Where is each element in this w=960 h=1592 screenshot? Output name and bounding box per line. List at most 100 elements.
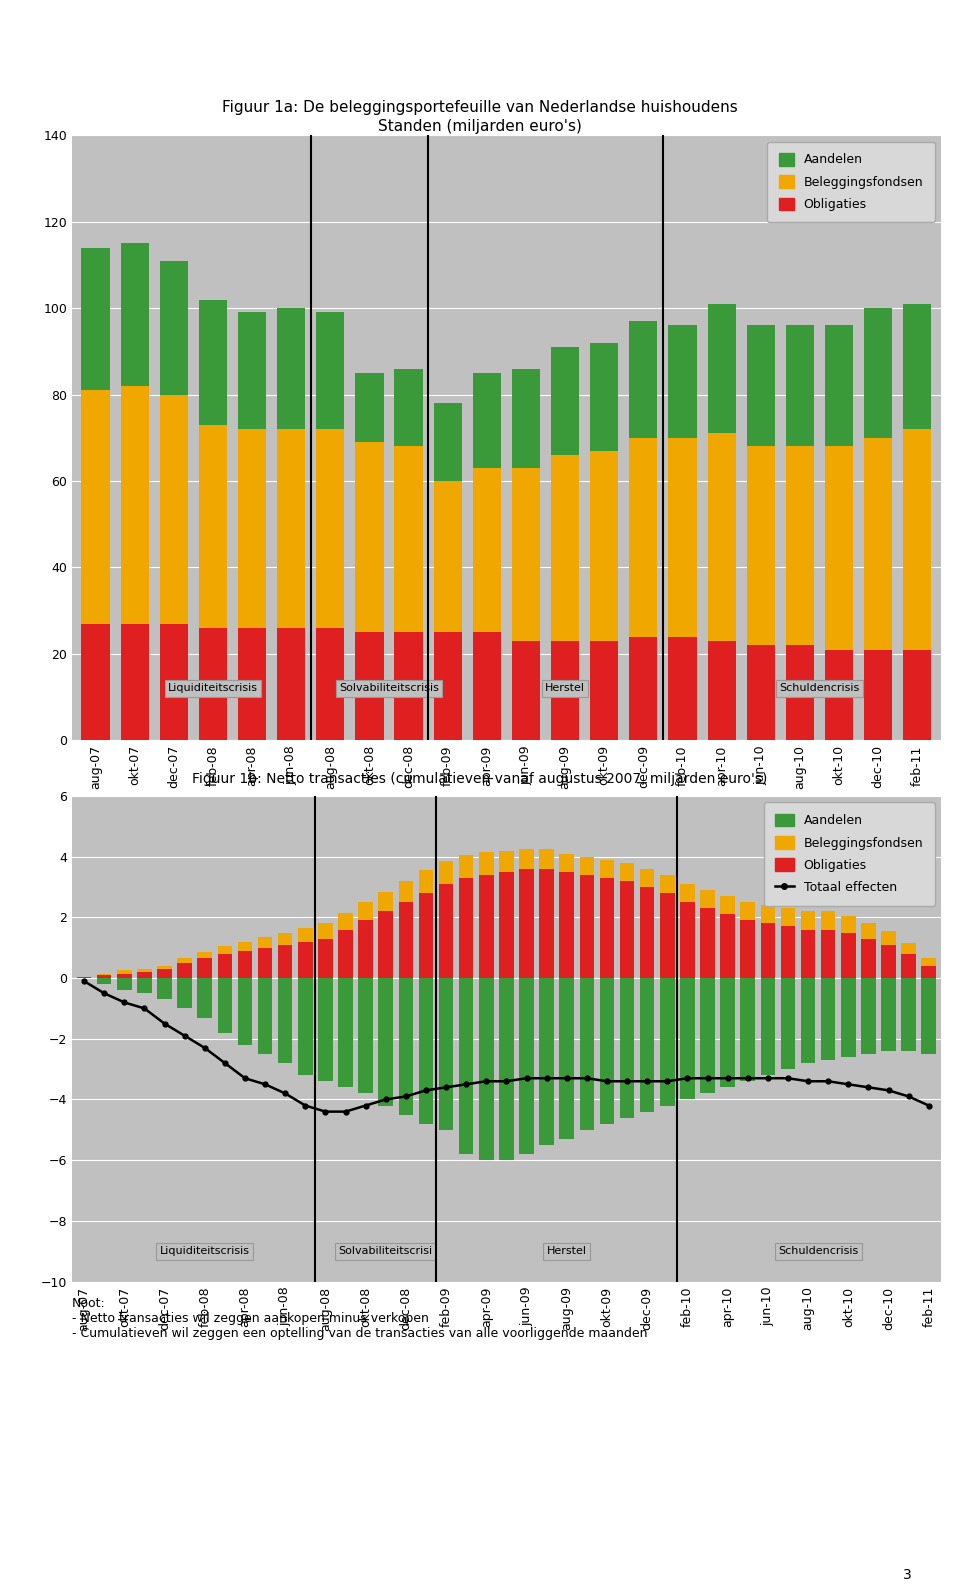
Bar bbox=[821, 930, 835, 977]
Bar bbox=[434, 632, 462, 740]
Bar bbox=[881, 944, 896, 977]
Bar bbox=[137, 973, 152, 977]
Bar bbox=[278, 944, 293, 977]
Bar bbox=[159, 395, 188, 624]
Bar bbox=[551, 347, 579, 455]
Bar bbox=[117, 971, 132, 974]
Bar bbox=[590, 642, 618, 740]
Text: Schuldencrisis: Schuldencrisis bbox=[778, 1247, 858, 1256]
Bar bbox=[499, 850, 514, 872]
Bar bbox=[600, 860, 614, 877]
Bar bbox=[861, 923, 876, 939]
Bar bbox=[378, 911, 393, 977]
Bar bbox=[747, 325, 775, 446]
Bar bbox=[97, 977, 111, 984]
Bar bbox=[922, 966, 936, 977]
Bar bbox=[821, 977, 835, 1060]
Bar bbox=[434, 403, 462, 481]
Bar bbox=[720, 977, 734, 1087]
Bar bbox=[708, 642, 735, 740]
Bar bbox=[499, 872, 514, 977]
Text: Figuur 1a: De beleggingsportefeuille van Nederlandse huishoudens: Figuur 1a: De beleggingsportefeuille van… bbox=[222, 100, 738, 115]
Bar bbox=[740, 977, 755, 1081]
Bar bbox=[841, 933, 855, 977]
Bar bbox=[117, 977, 132, 990]
Bar bbox=[780, 977, 795, 1070]
Bar bbox=[439, 884, 453, 977]
Bar bbox=[903, 304, 931, 430]
Bar bbox=[600, 977, 614, 1124]
Bar bbox=[157, 970, 172, 977]
Text: Herstel: Herstel bbox=[547, 1247, 587, 1256]
Bar bbox=[472, 632, 501, 740]
Bar bbox=[316, 627, 345, 740]
Bar bbox=[864, 650, 892, 740]
Bar bbox=[499, 977, 514, 1161]
Bar bbox=[512, 468, 540, 642]
Bar bbox=[540, 869, 554, 977]
Bar bbox=[316, 430, 345, 627]
Bar bbox=[338, 912, 352, 930]
Bar bbox=[801, 930, 815, 977]
Bar bbox=[590, 342, 618, 451]
Bar bbox=[922, 958, 936, 966]
Bar bbox=[298, 977, 313, 1075]
Bar bbox=[479, 977, 493, 1161]
Bar bbox=[825, 325, 853, 446]
Bar bbox=[786, 446, 814, 645]
Text: Liquiditeitscrisis: Liquiditeitscrisis bbox=[159, 1247, 250, 1256]
Bar bbox=[395, 632, 422, 740]
Bar bbox=[640, 887, 655, 977]
Bar bbox=[560, 872, 574, 977]
Bar bbox=[238, 977, 252, 1044]
Bar bbox=[238, 950, 252, 977]
Bar bbox=[121, 624, 149, 740]
Bar bbox=[825, 446, 853, 650]
Text: Noot:
- Netto transacties wil zeggen aankopen minus verkopen
- Cumulatieven wil : Noot: - Netto transacties wil zeggen aan… bbox=[72, 1297, 647, 1340]
Bar bbox=[861, 939, 876, 977]
Bar bbox=[459, 877, 473, 977]
Bar bbox=[459, 977, 473, 1154]
Bar bbox=[338, 930, 352, 977]
Bar bbox=[540, 849, 554, 869]
Bar bbox=[519, 977, 534, 1154]
Bar bbox=[901, 954, 916, 977]
Bar bbox=[218, 977, 232, 1033]
Bar bbox=[708, 433, 735, 642]
Bar bbox=[700, 977, 715, 1094]
Bar bbox=[881, 931, 896, 944]
Legend: Aandelen, Beleggingsfondsen, Obligaties: Aandelen, Beleggingsfondsen, Obligaties bbox=[767, 142, 934, 223]
Bar bbox=[519, 869, 534, 977]
Bar bbox=[580, 876, 594, 977]
Bar bbox=[864, 438, 892, 650]
Text: Figuur 1b: Netto transacties (cumulatieven vanaf augustus 2007, miljarden euro's: Figuur 1b: Netto transacties (cumulatiev… bbox=[192, 772, 768, 786]
Legend: Aandelen, Beleggingsfondsen, Obligaties, Totaal effecten: Aandelen, Beleggingsfondsen, Obligaties,… bbox=[763, 802, 934, 906]
Bar bbox=[258, 938, 273, 947]
Bar bbox=[258, 947, 273, 977]
Bar bbox=[159, 261, 188, 395]
Bar bbox=[590, 451, 618, 642]
Bar bbox=[316, 312, 345, 430]
Bar bbox=[600, 877, 614, 977]
Bar bbox=[157, 966, 172, 970]
Bar bbox=[620, 977, 635, 1118]
Bar bbox=[560, 977, 574, 1138]
Bar bbox=[318, 977, 332, 1081]
Bar bbox=[660, 876, 675, 893]
Bar bbox=[355, 443, 383, 632]
Bar bbox=[238, 312, 266, 430]
Bar bbox=[198, 952, 212, 958]
Bar bbox=[903, 650, 931, 740]
Bar bbox=[277, 430, 305, 627]
Bar bbox=[439, 861, 453, 884]
Bar bbox=[198, 977, 212, 1017]
Text: Herstel: Herstel bbox=[545, 683, 585, 694]
Bar bbox=[398, 880, 413, 903]
Bar bbox=[137, 977, 152, 993]
Bar bbox=[580, 977, 594, 1130]
Bar bbox=[395, 446, 422, 632]
Bar bbox=[864, 309, 892, 438]
Bar bbox=[660, 977, 675, 1105]
Bar bbox=[472, 468, 501, 632]
Bar bbox=[121, 244, 149, 385]
